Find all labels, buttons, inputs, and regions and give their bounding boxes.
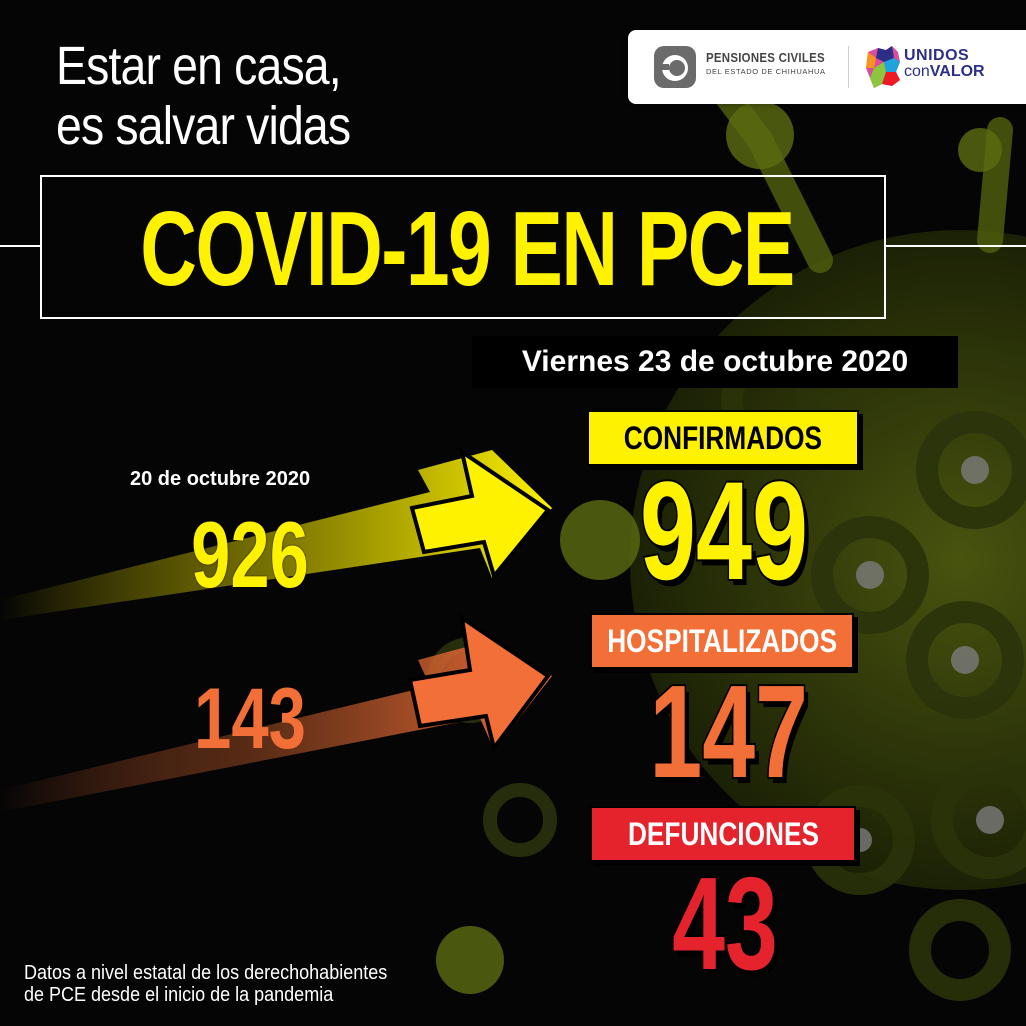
confirmados-label: CONFIRMADOS [587, 410, 859, 466]
defunciones-value: 43 [671, 850, 780, 997]
hospitalizados-label: HOSPITALIZADOS [590, 613, 854, 669]
previous-hospitalizados-value: 143 [194, 671, 306, 767]
pensiones-civiles-logo-icon [654, 46, 696, 88]
title-rule-left [0, 245, 42, 247]
headline-line-1: Estar en casa, [56, 36, 342, 96]
hospitalizados-label-text: HOSPITALIZADOS [607, 622, 837, 659]
logos-card: PENSIONES CIVILES DEL ESTADO DE CHIHUAHU… [628, 30, 1026, 104]
hospitalizados-value: 147 [648, 658, 809, 805]
current-date: Viernes 23 de octubre 2020 [472, 336, 958, 388]
pensiones-civiles-text: PENSIONES CIVILES DEL ESTADO DE CHIHUAHU… [706, 50, 841, 76]
unidos-con-valor-text: UNIDOS conVALOR [904, 48, 985, 80]
logo-separator [848, 46, 849, 88]
defunciones-label-text: DEFUNCIONES [627, 815, 819, 852]
pensiones-title: PENSIONES CIVILES [706, 50, 825, 65]
page-title: COVID-19 EN PCE [140, 189, 795, 308]
defunciones-label: DEFUNCIONES [590, 806, 856, 862]
valor-word: VALOR [929, 63, 985, 80]
title-frame [40, 175, 886, 319]
footnote-line-1: Datos a nivel estatal de los derechohabi… [24, 962, 388, 984]
con-word: con [904, 63, 930, 80]
previous-confirmados-value: 926 [191, 502, 309, 607]
title-rule-right [884, 245, 1026, 247]
confirmados-value: 949 [638, 452, 809, 609]
footnote-line-2: de PCE desde el inicio de la pandemia [24, 984, 334, 1006]
headline-line-2: es salvar vidas [56, 96, 351, 156]
headline: Estar en casa, es salvar vidas [56, 36, 351, 156]
unidos-word: UNIDOS [904, 47, 970, 64]
confirmados-label-text: CONFIRMADOS [623, 419, 823, 456]
previous-date: 20 de octubre 2020 [130, 468, 311, 490]
pensiones-subtitle: DEL ESTADO DE CHIHUAHUA [706, 67, 826, 76]
chihuahua-map-logo-icon [866, 46, 900, 88]
footnote: Datos a nivel estatal de los derechohabi… [24, 962, 428, 1006]
